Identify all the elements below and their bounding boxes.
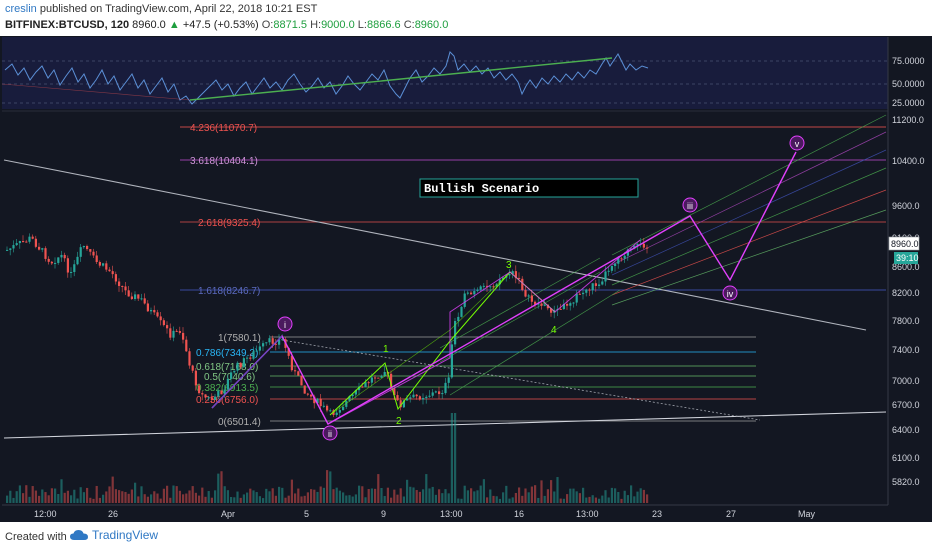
price-axis-label: 6700.0 (892, 400, 920, 410)
time-axis-label: 23 (652, 509, 662, 519)
price-axis-label: 7000.0 (892, 376, 920, 386)
svg-text:iv: iv (727, 289, 734, 299)
price-axis-label: 7400.0 (892, 345, 920, 355)
time-axis-label: 9 (381, 509, 386, 519)
created-with-text: Created with (5, 531, 67, 543)
price-axis-label: 6400.0 (892, 425, 920, 435)
rsi-axis-label: 75.0000 (892, 56, 925, 66)
price-axis-label: 8600.0 (892, 262, 920, 272)
wave-iii-label: iii (682, 197, 698, 213)
price-axis-label: 7800.0 (892, 316, 920, 326)
tradingview-logo[interactable]: TradingView (70, 528, 158, 542)
candlestick-series[interactable] (6, 233, 649, 418)
chart-header: creslin published on TradingView.com, Ap… (0, 0, 932, 36)
price-axis-label: 11200.0 (892, 115, 924, 125)
sub-wave-3: 3 (506, 260, 512, 271)
open-label: O: (261, 19, 274, 31)
low-label: L: (357, 19, 367, 31)
rsi-line (4, 51, 649, 105)
svg-text:iii: iii (687, 201, 693, 211)
sub-wave-labels: 1 2 3 4 (383, 260, 557, 427)
rsi-trend-line-left (1, 83, 191, 101)
annotation-text: Bullish Scenario (424, 182, 539, 196)
price-axis-label: 6100.0 (892, 453, 920, 463)
price-axis-label: 8200.0 (892, 288, 920, 298)
time-axis-label: 16 (514, 509, 524, 519)
time-axis-label: 13:00 (576, 509, 599, 519)
volume-bars (6, 413, 649, 503)
last-price: 8960.0 (132, 19, 166, 31)
svg-text:i: i (284, 320, 286, 330)
time-axis-label: 26 (108, 509, 118, 519)
chart-footer: Created with TradingView (0, 522, 932, 550)
countdown-label: 39:10 (896, 253, 919, 263)
rsi-axis-label: 25.0000 (892, 98, 925, 108)
rsi-axis-label: 50.0000 (892, 79, 925, 89)
author-link[interactable]: creslin (5, 3, 37, 15)
fib-ret-label: 0(6501.4) (218, 417, 261, 428)
wave-v-label: v (789, 135, 805, 151)
fib-ext-label: 3.618(10404.1) (190, 156, 258, 167)
time-axis-label: 12:00 (34, 509, 57, 519)
fib-ret-label: 0.236(6756.0) (196, 395, 258, 406)
time-axis-label: 13:00 (440, 509, 463, 519)
fib-ext-label: 2.618(9325.4) (198, 218, 260, 229)
descending-trendline (3, 159, 867, 331)
tradingview-brand: TradingView (92, 528, 159, 542)
wave-ii-label: ii (322, 425, 338, 441)
time-axis-label: 5 (304, 509, 309, 519)
time-axis-label: May (798, 509, 816, 519)
price-axis-label: 9600.0 (892, 201, 920, 211)
close-label: C: (403, 19, 415, 31)
price-change: +47.5 (+0.53%) (182, 19, 259, 31)
current-price-tag (888, 236, 920, 251)
fib-ret-label: 0.786(7349.2) (196, 348, 258, 359)
price-axis-label: 5820.0 (892, 477, 920, 487)
sub-wave-4: 4 (551, 325, 557, 336)
high-value: 9000.0 (321, 19, 355, 31)
open-value: 8871.5 (273, 19, 307, 31)
fib-extension-lines[interactable]: 4.236(11070.7) 3.618(10404.1) 2.618(9325… (180, 123, 886, 297)
rsi-trend-line (189, 57, 613, 101)
fib-retracement-lines[interactable]: 1(7580.1) 0.786(7349.2) 0.618(7168.0) 0.… (196, 333, 756, 428)
sub-wave-1: 1 (383, 344, 389, 355)
countdown-tag (894, 252, 918, 264)
chart-area[interactable]: 75.0000 50.0000 25.0000 11200.0 10400.0 … (0, 36, 932, 522)
dotted-trendline (281, 339, 761, 421)
svg-text:ii: ii (328, 429, 332, 439)
elliott-wave-lines (211, 151, 797, 425)
close-value: 8960.0 (414, 19, 449, 31)
publish-info: creslin published on TradingView.com, Ap… (5, 3, 317, 15)
fib-ret-label: 0.5(7040.6) (204, 372, 255, 383)
fib-ret-label: 0.618(7168.0) (196, 362, 258, 373)
svg-text:v: v (795, 139, 800, 149)
annotation-box[interactable]: Bullish Scenario (419, 178, 639, 198)
projection-channel (439, 114, 887, 396)
wave-i-label: i (277, 316, 293, 332)
sub-wave-2: 2 (396, 416, 402, 427)
current-price-label: 8960.0 (891, 239, 919, 249)
rsi-panel[interactable]: 75.0000 50.0000 25.0000 (1, 37, 925, 109)
wave-labels: i ii iii iv v (277, 135, 805, 441)
symbol-info: BITFINEX:BTCUSD, 120 8960.0 ▲ +47.5 (+0.… (5, 19, 448, 31)
tradingview-cloud-icon (70, 530, 88, 540)
change-arrow-icon: ▲ (168, 19, 180, 31)
low-value: 8866.6 (366, 19, 401, 31)
fib-ret-label: 1(7580.1) (218, 333, 261, 344)
time-axis-label: 27 (726, 509, 736, 519)
price-axis-label: 10400.0 (892, 156, 925, 166)
trend-lines[interactable] (3, 159, 887, 439)
wave-iv-label: iv (722, 285, 738, 301)
high-label: H: (310, 19, 322, 31)
fib-ext-label: 1.618(8246.7) (198, 286, 260, 297)
fib-ext-label: 4.236(11070.7) (190, 123, 257, 134)
ascending-support-line (3, 411, 887, 439)
time-axis-label: Apr (221, 509, 235, 519)
published-text: published on TradingView.com, April 22, … (39, 3, 318, 15)
time-axis[interactable]: 12:00 26 Apr 5 9 13:00 16 13:00 23 27 Ma… (2, 504, 888, 519)
symbol-name: BITFINEX:BTCUSD, 120 (5, 19, 130, 31)
price-axis[interactable]: 11200.0 10400.0 9600.0 9100.0 8600.0 820… (887, 37, 925, 505)
